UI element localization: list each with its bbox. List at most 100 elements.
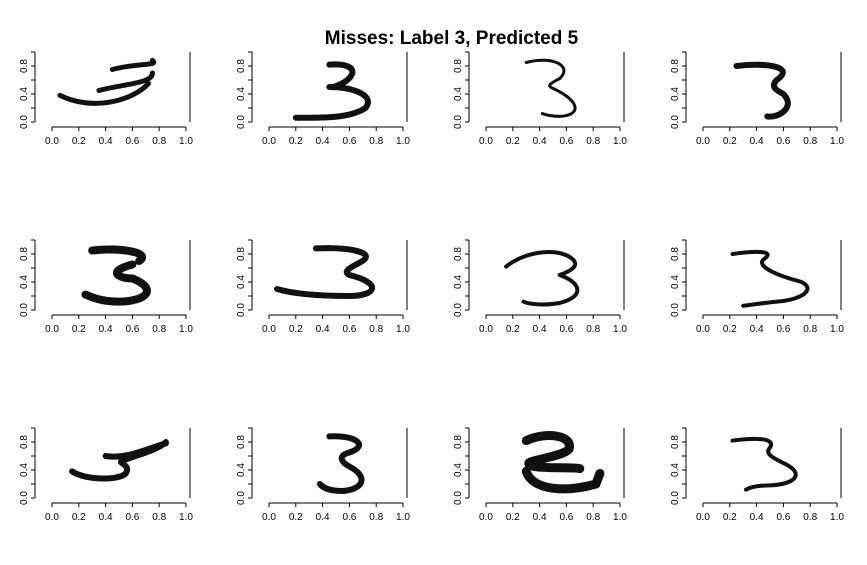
x-tick-label: 0.0 bbox=[479, 512, 493, 523]
y-tick-label: 0.0 bbox=[453, 303, 464, 317]
digit-stroke bbox=[81, 245, 151, 306]
y-tick-label: 0.0 bbox=[236, 303, 247, 317]
digit-stroke bbox=[524, 58, 577, 118]
x-tick-label: 1.0 bbox=[179, 512, 193, 523]
digit-panel: 0.0 0.2 0.4 0.6 0.8 1.0 0.0 0.4 0.8 bbox=[670, 427, 844, 523]
x-tick-label: 0.0 bbox=[262, 324, 276, 335]
x-tick-label: 0.8 bbox=[369, 512, 383, 523]
x-tick-label: 0.2 bbox=[506, 136, 520, 147]
x-tick-label: 1.0 bbox=[396, 324, 410, 335]
digit-panel: 0.0 0.2 0.4 0.6 0.8 1.0 0.0 0.4 0.8 bbox=[670, 51, 844, 147]
digit-panel: 0.0 0.2 0.4 0.6 0.8 1.0 0.0 0.4 0.8 bbox=[236, 427, 410, 523]
x-tick-label: 0.0 bbox=[262, 512, 276, 523]
y-tick-label: 0.8 bbox=[19, 435, 30, 449]
digit-panel: 0.0 0.2 0.4 0.6 0.8 1.0 0.0 0.4 0.8 bbox=[19, 427, 193, 523]
x-tick-label: 0.4 bbox=[533, 136, 547, 147]
x-tick-label: 1.0 bbox=[830, 512, 844, 523]
x-tick-label: 0.0 bbox=[45, 136, 59, 147]
y-tick-label: 0.8 bbox=[19, 247, 30, 261]
x-tick-label: 0.6 bbox=[125, 324, 139, 335]
x-tick-label: 0.0 bbox=[696, 512, 710, 523]
x-tick-label: 0.2 bbox=[72, 136, 86, 147]
y-tick-label: 0.4 bbox=[670, 275, 681, 289]
y-tick-label: 0.4 bbox=[453, 275, 464, 289]
x-tick-label: 0.0 bbox=[45, 324, 59, 335]
x-tick-label: 0.8 bbox=[803, 512, 817, 523]
x-tick-label: 1.0 bbox=[613, 324, 627, 335]
x-tick-label: 0.4 bbox=[533, 324, 547, 335]
x-tick-label: 1.0 bbox=[179, 136, 193, 147]
y-tick-label: 0.8 bbox=[236, 435, 247, 449]
x-tick-label: 0.2 bbox=[72, 324, 86, 335]
x-tick-label: 0.4 bbox=[99, 324, 113, 335]
y-tick-label: 0.0 bbox=[453, 491, 464, 505]
y-tick-label: 0.4 bbox=[670, 463, 681, 477]
y-tick-label: 0.4 bbox=[453, 463, 464, 477]
x-tick-label: 0.4 bbox=[99, 512, 113, 523]
digit-panel: 0.0 0.2 0.4 0.6 0.8 1.0 0.0 0.4 0.8 bbox=[236, 51, 410, 147]
x-tick-label: 0.0 bbox=[262, 136, 276, 147]
x-tick-label: 0.4 bbox=[99, 136, 113, 147]
y-tick-label: 0.8 bbox=[236, 59, 247, 73]
x-tick-label: 1.0 bbox=[613, 512, 627, 523]
x-tick-label: 0.8 bbox=[586, 136, 600, 147]
x-tick-label: 1.0 bbox=[396, 136, 410, 147]
x-tick-label: 1.0 bbox=[396, 512, 410, 523]
x-tick-label: 1.0 bbox=[613, 136, 627, 147]
y-tick-label: 0.8 bbox=[453, 247, 464, 261]
y-tick-label: 0.0 bbox=[19, 303, 30, 317]
x-tick-label: 0.8 bbox=[152, 512, 166, 523]
x-tick-label: 0.4 bbox=[316, 136, 330, 147]
x-tick-label: 0.2 bbox=[506, 324, 520, 335]
x-tick-label: 0.4 bbox=[750, 512, 764, 523]
x-tick-label: 0.2 bbox=[289, 136, 303, 147]
y-tick-label: 0.8 bbox=[19, 59, 30, 73]
x-tick-label: 0.6 bbox=[342, 512, 356, 523]
digit-panel: 0.0 0.2 0.4 0.6 0.8 1.0 0.0 0.4 0.8 bbox=[236, 239, 410, 335]
x-tick-label: 0.2 bbox=[506, 512, 520, 523]
y-tick-label: 0.4 bbox=[19, 463, 30, 477]
x-tick-label: 0.8 bbox=[152, 136, 166, 147]
x-tick-label: 0.0 bbox=[696, 136, 710, 147]
x-tick-label: 0.8 bbox=[803, 324, 817, 335]
y-tick-label: 0.8 bbox=[670, 59, 681, 73]
x-tick-label: 0.8 bbox=[369, 136, 383, 147]
y-tick-label: 0.8 bbox=[670, 247, 681, 261]
y-tick-label: 0.0 bbox=[19, 115, 30, 129]
x-tick-label: 0.2 bbox=[72, 512, 86, 523]
digit-panel: 0.0 0.2 0.4 0.6 0.8 1.0 0.0 0.4 0.8 bbox=[453, 427, 627, 523]
digit-stroke bbox=[730, 249, 810, 308]
x-tick-label: 0.2 bbox=[723, 512, 737, 523]
x-tick-label: 0.2 bbox=[723, 324, 737, 335]
y-tick-label: 0.4 bbox=[236, 275, 247, 289]
x-tick-label: 0.6 bbox=[776, 512, 790, 523]
digit-panel: 0.0 0.2 0.4 0.6 0.8 1.0 0.0 0.4 0.8 bbox=[670, 239, 844, 335]
y-tick-label: 0.4 bbox=[236, 463, 247, 477]
digit-stroke bbox=[521, 431, 605, 494]
x-tick-label: 1.0 bbox=[830, 136, 844, 147]
x-tick-label: 0.0 bbox=[479, 136, 493, 147]
digit-panel: 0.0 0.2 0.4 0.6 0.8 1.0 0.0 0.4 0.8 bbox=[19, 239, 193, 335]
x-tick-label: 0.8 bbox=[369, 324, 383, 335]
x-tick-label: 1.0 bbox=[179, 324, 193, 335]
x-tick-label: 0.6 bbox=[125, 136, 139, 147]
x-tick-label: 0.0 bbox=[696, 324, 710, 335]
x-tick-label: 0.6 bbox=[559, 136, 573, 147]
digit-stroke bbox=[69, 439, 169, 482]
y-tick-label: 0.8 bbox=[453, 59, 464, 73]
digit-stroke bbox=[57, 57, 157, 106]
y-tick-label: 0.0 bbox=[670, 491, 681, 505]
digit-stroke bbox=[316, 433, 365, 494]
x-tick-label: 0.4 bbox=[533, 512, 547, 523]
x-tick-label: 0.6 bbox=[776, 136, 790, 147]
digit-stroke bbox=[274, 245, 376, 299]
x-tick-label: 0.0 bbox=[45, 512, 59, 523]
x-tick-label: 0.6 bbox=[776, 324, 790, 335]
chart-title: Misses: Label 3, Predicted 5 bbox=[324, 28, 579, 49]
y-tick-label: 0.0 bbox=[670, 115, 681, 129]
y-tick-label: 0.0 bbox=[236, 491, 247, 505]
y-tick-label: 0.4 bbox=[19, 275, 30, 289]
digit-panel: 0.0 0.2 0.4 0.6 0.8 1.0 0.0 0.4 0.8 bbox=[19, 51, 193, 147]
x-tick-label: 0.6 bbox=[342, 136, 356, 147]
